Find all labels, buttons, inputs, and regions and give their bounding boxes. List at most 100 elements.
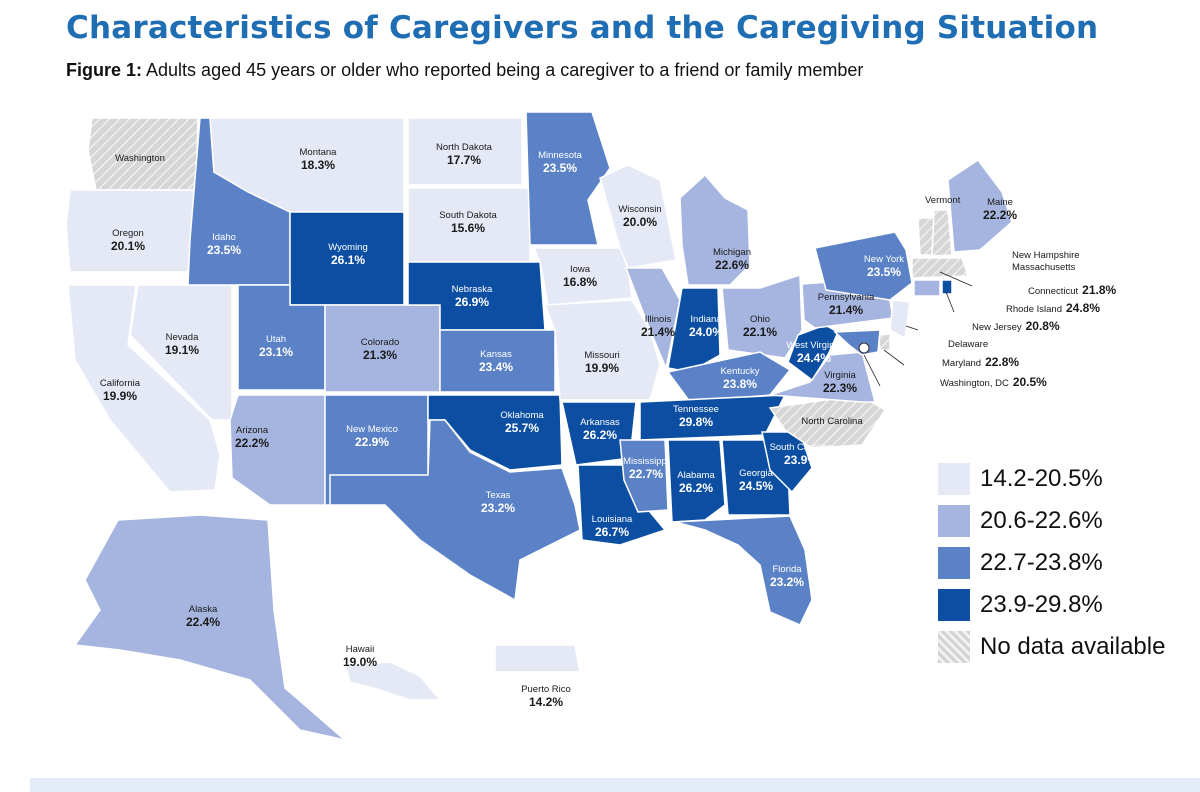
state-value-oklahoma: 25.7%	[505, 421, 539, 435]
state-name-kansas: Kansas	[480, 349, 512, 360]
state-name-vermont: Vermont	[925, 195, 961, 206]
state-arizona	[229, 394, 326, 506]
state-name-north-carolina: North Carolina	[801, 416, 863, 427]
state-value-north-dakota: 17.7%	[447, 153, 481, 167]
state-label-maryland: Maryland 22.8%	[942, 355, 1019, 369]
state-value-washington-dc: 20.5%	[1013, 375, 1047, 389]
state-value-connecticut: 21.8%	[1082, 283, 1116, 297]
state-mississippi	[619, 439, 669, 513]
state-name-missouri: Missouri	[584, 350, 619, 361]
state-name-ohio: Ohio	[750, 314, 770, 325]
state-ohio	[721, 273, 803, 359]
state-name-indiana: Indiana	[690, 314, 722, 325]
state-rhode-island	[941, 279, 953, 295]
state-kansas	[439, 329, 556, 393]
state-new-york	[814, 231, 913, 301]
state-puerto-rico	[494, 644, 581, 673]
state-value-missouri: 19.9%	[585, 361, 619, 375]
legend-label: 23.9-29.8%	[980, 591, 1103, 618]
legend-item: 23.9-29.8%	[938, 584, 1165, 626]
state-name-oregon: Oregon	[112, 228, 144, 239]
state-value-louisiana: 26.7%	[595, 525, 629, 539]
state-label-delaware: Delaware	[948, 339, 988, 350]
state-value-new-york: 23.5%	[867, 265, 901, 279]
state-name-puerto-rico: Puerto Rico	[521, 684, 571, 695]
state-name-alaska: Alaska	[189, 604, 218, 615]
state-value-maine: 22.2%	[983, 208, 1017, 222]
state-name-maryland: Maryland	[942, 358, 981, 369]
state-alabama	[667, 439, 726, 523]
leader-line	[863, 354, 881, 387]
state-name-new-mexico: New Mexico	[346, 424, 398, 435]
leader-line	[945, 291, 955, 313]
state-value-pennsylvania: 21.4%	[829, 303, 863, 317]
legend-label: No data available	[980, 633, 1166, 660]
state-name-georgia: Georgia	[739, 468, 774, 479]
leader-line	[905, 325, 919, 331]
state-texas	[329, 419, 581, 602]
state-value-new-mexico: 22.9%	[355, 435, 389, 449]
legend-label: 20.6-22.6%	[980, 507, 1103, 534]
state-value-florida: 23.2%	[770, 575, 804, 589]
state-name-idaho: Idaho	[212, 232, 236, 243]
state-name-tennessee: Tennessee	[673, 404, 719, 415]
state-name-nebraska: Nebraska	[452, 284, 493, 295]
state-value-nevada: 19.1%	[165, 343, 199, 357]
state-value-utah: 23.1%	[259, 345, 293, 359]
state-name-washington-dc: Washington, DC	[940, 378, 1009, 389]
state-name-hawaii: Hawaii	[346, 644, 375, 655]
state-name-colorado: Colorado	[361, 337, 400, 348]
state-label-vermont: Vermont	[925, 195, 961, 206]
state-value-michigan: 22.6%	[715, 258, 749, 272]
state-oregon	[65, 189, 197, 273]
state-value-nebraska: 26.9%	[455, 295, 489, 309]
legend-item: 20.6-22.6%	[938, 500, 1165, 542]
state-name-north-dakota: North Dakota	[436, 142, 493, 153]
state-name-louisiana: Louisiana	[592, 514, 633, 525]
state-name-utah: Utah	[266, 334, 286, 345]
state-name-washington: Washington	[115, 153, 165, 164]
state-value-georgia: 24.5%	[739, 479, 773, 493]
state-maine	[947, 158, 1013, 253]
state-name-south-dakota: South Dakota	[439, 210, 497, 221]
state-value-texas: 23.2%	[481, 501, 515, 515]
state-value-indiana: 24.0%	[689, 325, 723, 339]
state-value-kansas: 23.4%	[479, 360, 513, 374]
state-value-new-jersey: 20.8%	[1026, 319, 1060, 333]
state-value-wisconsin: 20.0%	[623, 215, 657, 229]
state-value-west-virginia: 24.4%	[797, 351, 831, 365]
state-name-minnesota: Minnesota	[538, 150, 583, 161]
bottom-band	[30, 778, 1200, 792]
state-value-iowa: 16.8%	[563, 275, 597, 289]
state-value-puerto-rico: 14.2%	[529, 695, 563, 709]
state-name-arkansas: Arkansas	[580, 417, 620, 428]
state-value-wyoming: 26.1%	[331, 253, 365, 267]
state-missouri	[543, 299, 661, 401]
state-name-wisconsin: Wisconsin	[618, 204, 661, 215]
leader-line	[883, 349, 905, 366]
state-massachusetts	[911, 257, 970, 279]
state-value-montana: 18.3%	[301, 158, 335, 172]
legend-label: 22.7-23.8%	[980, 549, 1103, 576]
state-name-arizona: Arizona	[236, 425, 269, 436]
state-hawaii	[344, 661, 442, 701]
state-value-hawaii: 19.0%	[343, 655, 377, 669]
state-value-oregon: 20.1%	[111, 239, 145, 253]
state-name-new-york: New York	[864, 254, 904, 265]
state-name-iowa: Iowa	[570, 264, 591, 275]
state-value-arkansas: 26.2%	[583, 428, 617, 442]
figure-caption: Figure 1: Adults aged 45 years or older …	[66, 60, 863, 81]
state-label-rhode-island: Rhode Island 24.8%	[1006, 301, 1100, 315]
legend-item: No data available	[938, 626, 1165, 668]
state-label-massachusetts: Massachusetts	[1012, 262, 1076, 273]
state-label-connecticut: Connecticut 21.8%	[1028, 283, 1117, 297]
state-name-virginia: Virginia	[824, 370, 856, 381]
state-name-new-jersey: New Jersey	[972, 322, 1022, 333]
legend-item: 14.2-20.5%	[938, 458, 1165, 500]
state-name-pennsylvania: Pennsylvania	[818, 292, 875, 303]
state-value-maryland: 22.8%	[985, 355, 1019, 369]
state-name-south-carolina: South Carolina	[770, 442, 834, 453]
state-north-dakota	[407, 117, 523, 186]
state-illinois	[624, 267, 681, 371]
